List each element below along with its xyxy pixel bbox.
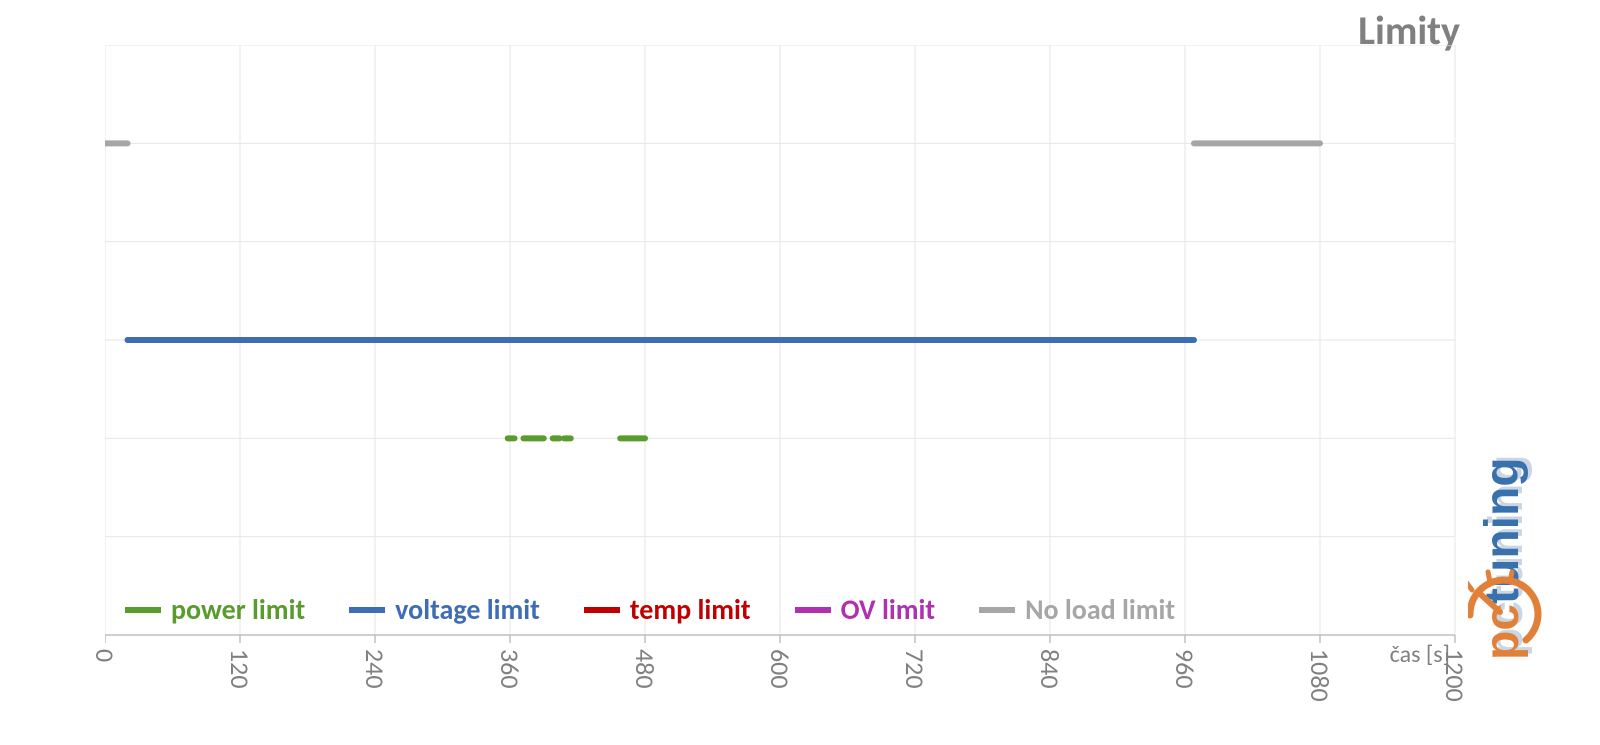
legend-swatch-ov-limit	[795, 607, 831, 613]
legend-swatch-power-limit	[125, 607, 161, 613]
x-tick-label: 360	[494, 649, 526, 689]
legend-label: temp limit	[630, 592, 751, 627]
legend-swatch-temp-limit	[584, 607, 620, 613]
legend-item-ov-limit: OV limit	[795, 592, 935, 627]
plot-area	[105, 45, 1457, 645]
svg-text:pctuning: pctuning	[1476, 457, 1529, 660]
x-tick-label: 0	[89, 649, 121, 662]
legend-item-voltage-limit: voltage limit	[349, 592, 540, 627]
legend-label: OV limit	[841, 592, 935, 627]
x-axis-label: čas [s]	[1390, 640, 1450, 669]
legend-label: No load limit	[1025, 592, 1175, 627]
pctuning-logo: pctuningpctuning	[1468, 290, 1548, 670]
x-tick-label: 480	[629, 649, 661, 689]
legend-swatch-voltage-limit	[349, 607, 385, 613]
x-tick-label: 960	[1169, 649, 1201, 689]
legend-swatch-no-load-limit	[979, 607, 1015, 613]
x-tick-label: 720	[899, 649, 931, 689]
x-tick-label: 840	[1034, 649, 1066, 689]
legend-label: power limit	[171, 592, 305, 627]
legend-item-temp-limit: temp limit	[584, 592, 751, 627]
legend: power limit voltage limit temp limit OV lim…	[125, 592, 1219, 627]
legend-label: voltage limit	[395, 592, 540, 627]
x-tick-label: 600	[764, 649, 796, 689]
legend-item-power-limit: power limit	[125, 592, 305, 627]
x-tick-label: 120	[224, 649, 256, 689]
x-tick-label: 240	[359, 649, 391, 689]
legend-item-no-load-limit: No load limit	[979, 592, 1175, 627]
x-tick-label: 1080	[1304, 649, 1336, 702]
